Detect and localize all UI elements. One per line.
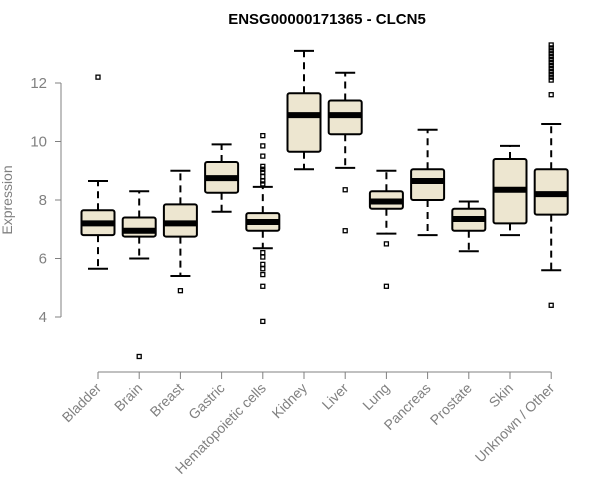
box-prostate — [451, 200, 487, 253]
box-gastric — [204, 143, 240, 213]
outlier-point — [548, 77, 554, 83]
outlier-point — [548, 92, 554, 98]
outlier-point — [548, 56, 554, 63]
x-tick-label: Breast — [147, 380, 187, 420]
box-liver — [327, 71, 363, 234]
outlier-point — [260, 143, 266, 149]
outlier-point — [260, 261, 266, 268]
outlier-point — [548, 59, 554, 66]
outlier-point — [260, 318, 266, 325]
outlier-point — [260, 181, 266, 187]
x-tick-label: Brain — [111, 380, 145, 414]
chart-title: ENSG00000171365 - CLCN5 — [228, 11, 426, 28]
box-hematopoietic-cells — [245, 132, 281, 325]
x-tick-label: Liver — [319, 380, 352, 413]
outlier-point — [342, 187, 348, 193]
outlier-point — [260, 163, 266, 170]
y-tick-label: 10 — [30, 134, 47, 151]
x-tick-label: Skin — [486, 380, 517, 411]
box-bladder — [80, 74, 116, 270]
outlier-point — [548, 74, 554, 80]
x-tick-label: Prostate — [427, 380, 475, 428]
outlier-point — [548, 71, 554, 77]
x-tick-label: Bladder — [59, 380, 105, 426]
outlier-point — [260, 249, 266, 256]
box-skin — [492, 144, 528, 237]
outlier-point — [548, 65, 554, 72]
outlier-point — [260, 266, 266, 272]
outlier-point — [260, 169, 266, 175]
outlier-point — [260, 178, 266, 184]
outlier-point — [548, 45, 554, 51]
box-kidney — [286, 49, 322, 171]
y-axis: 4 6 8 10 12 — [30, 75, 62, 326]
outlier-point — [260, 166, 266, 172]
outlier-point — [383, 241, 390, 247]
y-tick-label: 4 — [39, 309, 47, 326]
outlier-point — [177, 288, 184, 294]
outlier-point — [548, 54, 554, 60]
outlier-point — [548, 68, 554, 74]
outlier-point — [260, 153, 266, 159]
outlier-point — [260, 132, 266, 139]
box-iqr — [286, 92, 322, 153]
outlier-point — [548, 42, 554, 48]
outlier-point — [342, 228, 348, 234]
x-tick-label: Kidney — [269, 380, 311, 422]
outlier-point — [548, 51, 554, 57]
x-tick-label: Lung — [359, 380, 392, 413]
box-unknown-other — [533, 42, 569, 308]
outlier-point — [260, 173, 266, 180]
outlier-point — [136, 353, 142, 360]
box-iqr — [410, 168, 446, 202]
y-tick-label: 12 — [30, 75, 47, 92]
outlier-point — [548, 62, 554, 69]
outlier-point — [383, 283, 390, 289]
outlier-point — [548, 302, 554, 308]
outlier-point — [260, 271, 266, 278]
outlier-point — [260, 283, 266, 289]
y-tick-label: 6 — [39, 251, 47, 268]
box-breast — [162, 169, 198, 294]
y-axis-label: Expression — [0, 165, 15, 234]
outlier-point — [260, 254, 266, 260]
box-lung — [368, 169, 404, 289]
outlier-point — [95, 74, 101, 80]
box-brain — [121, 190, 157, 360]
y-tick-label: 8 — [39, 192, 47, 209]
box-pancreas — [410, 128, 446, 237]
boxes-group — [80, 42, 569, 360]
outlier-point — [548, 48, 554, 54]
